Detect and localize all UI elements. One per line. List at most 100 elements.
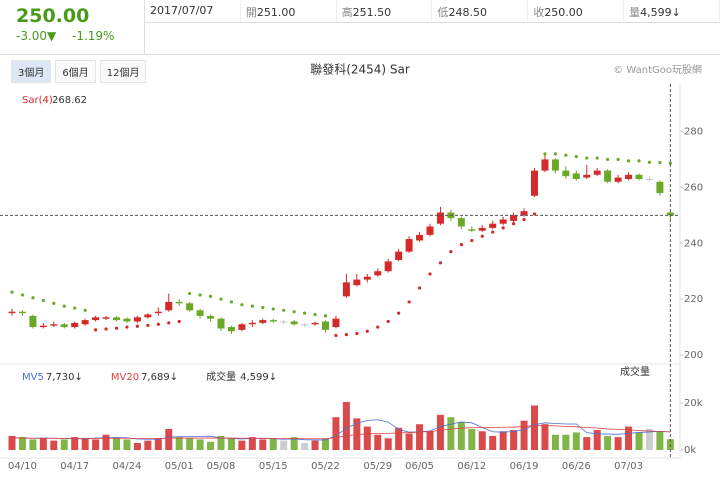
candle-body	[531, 170, 538, 196]
sar-dot	[491, 230, 495, 234]
candle-body	[133, 317, 141, 322]
sar-dot	[511, 222, 516, 226]
volume-bar	[29, 439, 37, 450]
sar-dot	[522, 217, 526, 222]
candle-body	[217, 318, 225, 329]
volume-bar	[154, 438, 162, 450]
volume-bar	[583, 437, 591, 450]
quote-value: 251.00	[256, 6, 296, 19]
candle-body	[248, 322, 256, 325]
sar-dot	[553, 152, 558, 156]
y-tick-label: 260	[684, 182, 703, 193]
candle-body	[71, 322, 79, 328]
candle-body	[175, 301, 183, 304]
candle-body	[8, 311, 16, 314]
sar-dot	[407, 300, 411, 304]
candle-body	[604, 170, 612, 182]
volume-bar	[374, 434, 382, 450]
volume-bar	[186, 438, 194, 450]
sar-dot	[459, 243, 463, 247]
candle-body	[113, 317, 120, 321]
y-tick-label: 280	[684, 126, 703, 137]
volume-bar	[436, 414, 444, 450]
candle-body	[489, 223, 497, 228]
x-tick-label: 05/01	[165, 461, 194, 472]
volume-bar	[39, 438, 47, 450]
candle-body	[154, 311, 162, 314]
candle-body	[562, 170, 570, 177]
x-tick-label: 06/26	[562, 461, 591, 472]
sar-dot	[52, 301, 56, 305]
volume-bar	[133, 442, 141, 450]
candle-body	[656, 181, 664, 193]
x-tick-label: 05/08	[207, 461, 236, 472]
volume-bar	[363, 426, 371, 450]
volume-bar	[290, 437, 298, 450]
volume-bar	[405, 433, 413, 450]
candle-body	[196, 310, 204, 316]
sar-dot	[417, 286, 422, 290]
candle-body	[102, 317, 110, 319]
volume-bar	[541, 424, 549, 450]
volume-bar	[301, 442, 309, 450]
candle-body	[144, 314, 152, 318]
candle-body	[520, 211, 528, 216]
candle-body	[269, 320, 277, 322]
candle-body	[207, 315, 215, 319]
sar-dot	[501, 226, 505, 230]
candle-body	[50, 324, 58, 326]
sar-dot	[564, 153, 568, 157]
candle-body	[395, 251, 403, 261]
candle-body	[457, 218, 465, 227]
sar-dot	[574, 155, 578, 159]
price-box: 250.00 -3.00▼ -1.19%	[0, 0, 145, 54]
volume-bar	[248, 437, 256, 450]
volume-bar	[593, 430, 601, 450]
sar-dot	[355, 331, 359, 336]
sar-dot	[647, 160, 652, 164]
volume-bar	[604, 435, 612, 450]
quote-label: 開	[245, 6, 257, 19]
candle-body	[478, 227, 486, 231]
sar-dot	[397, 311, 401, 315]
sar-dot	[125, 325, 129, 329]
volume-bar	[92, 439, 100, 450]
volume-bar	[395, 427, 403, 450]
range-button[interactable]: 12個月	[99, 60, 147, 83]
volume-bar	[614, 437, 622, 450]
range-button[interactable]: 3個月	[11, 60, 52, 83]
volume-bar	[332, 417, 340, 450]
range-button[interactable]: 6個月	[55, 60, 96, 83]
candle-body	[635, 174, 643, 179]
candle-body	[374, 271, 382, 276]
candle-body	[593, 170, 601, 175]
candle-body	[29, 315, 37, 328]
volume-value: 4,599↓	[240, 372, 277, 383]
quote-label: 低	[437, 6, 449, 19]
sar-dot	[188, 291, 192, 296]
quote-label: 收	[533, 6, 545, 19]
candle-body	[405, 239, 413, 252]
sar-dot	[449, 250, 453, 254]
volume-bar	[217, 435, 225, 450]
candle-body	[363, 276, 371, 280]
candle-body	[60, 324, 68, 328]
y-tick-label: 20k	[684, 398, 703, 409]
candle-body	[666, 212, 674, 216]
volume-bar	[60, 439, 68, 450]
volume-bar	[165, 428, 173, 450]
sar-dot	[616, 157, 620, 162]
sar-dot	[282, 308, 286, 312]
x-tick-label: 04/17	[60, 461, 89, 472]
candle-body	[259, 320, 267, 323]
ma-legend: MV20	[111, 372, 139, 383]
volume-bar	[311, 440, 319, 450]
sar-dot	[344, 333, 348, 337]
volume-bar	[207, 441, 215, 450]
sar-dot	[334, 333, 338, 338]
sar-dot	[470, 238, 474, 243]
volume-bar	[342, 401, 350, 450]
sar-dot	[208, 294, 213, 298]
sar-dot	[240, 303, 244, 307]
candle-body	[614, 177, 622, 182]
